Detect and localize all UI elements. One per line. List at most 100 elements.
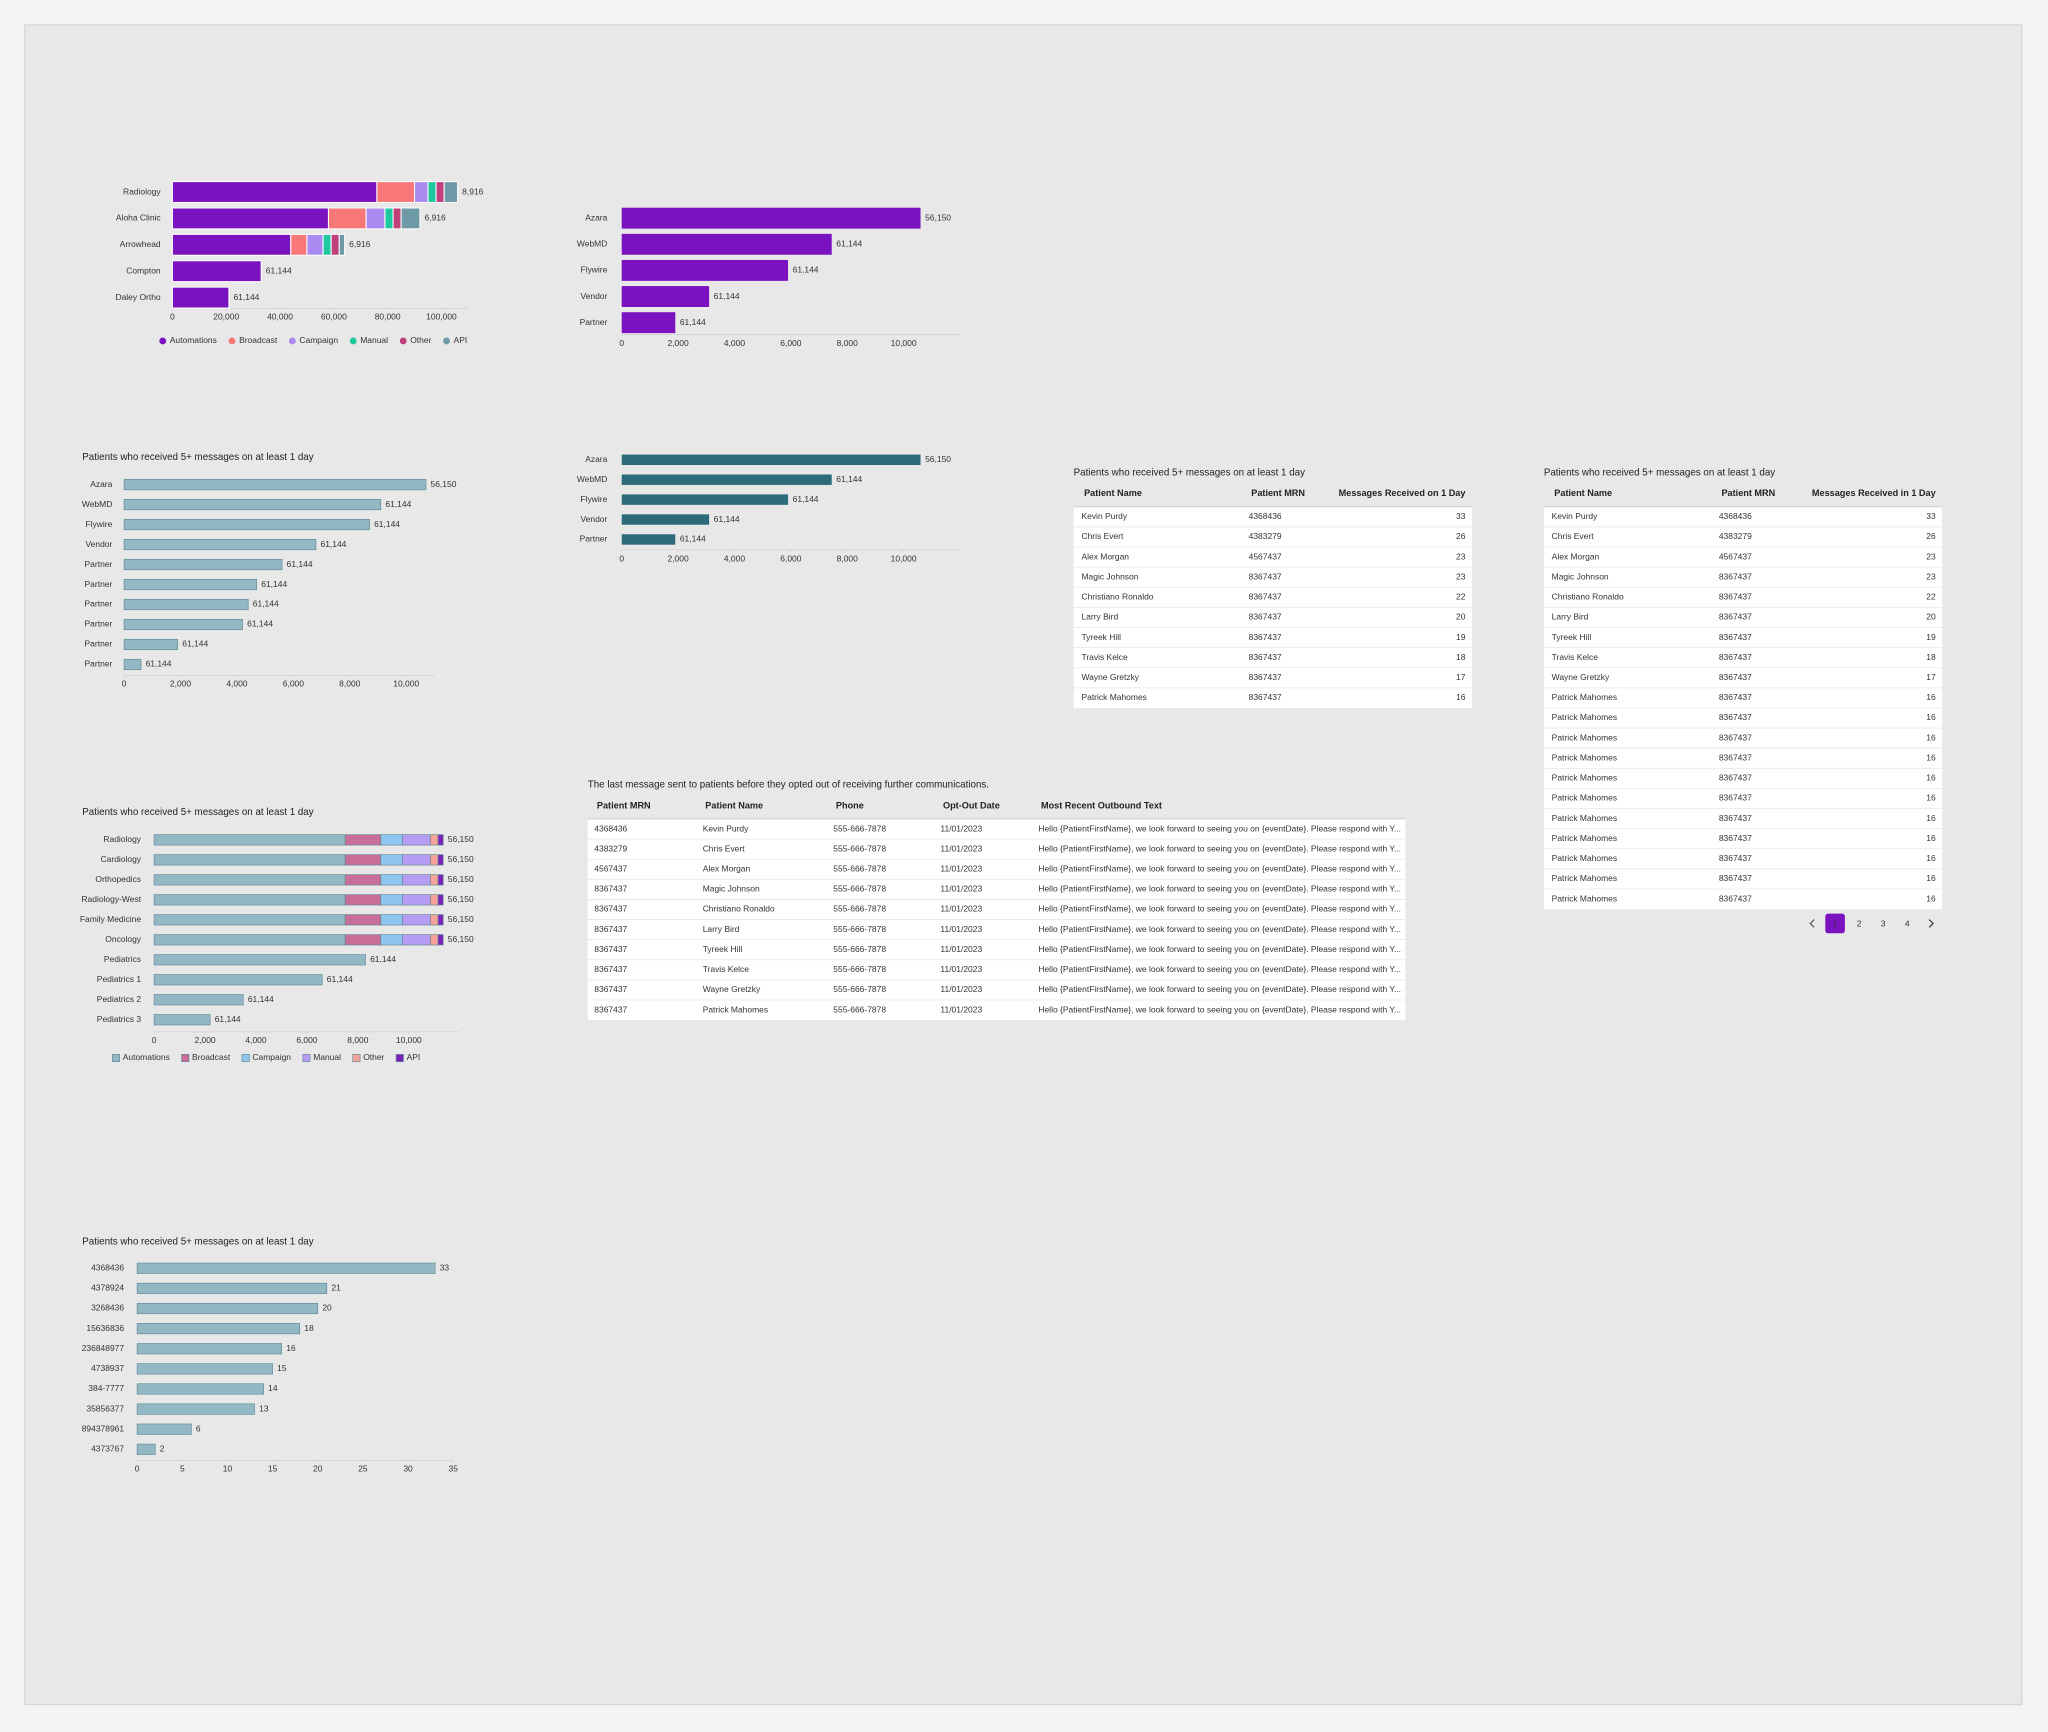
bar bbox=[427, 181, 437, 204]
link-cell[interactable]: Magic Johnson bbox=[1552, 571, 1609, 581]
table-cell: 11/01/2023 bbox=[940, 1004, 982, 1014]
link-cell[interactable]: 8367437 bbox=[594, 924, 627, 934]
link-cell[interactable]: Chris Evert bbox=[1552, 531, 1595, 541]
link-cell[interactable]: Magic Johnson bbox=[1081, 571, 1138, 581]
table-cell: 20 bbox=[1456, 612, 1466, 622]
link-cell[interactable]: Alex Morgan bbox=[1552, 551, 1600, 561]
next-page[interactable] bbox=[1928, 919, 1934, 928]
table-cell: Hello {PatientFirstName}, we look forwar… bbox=[1038, 884, 1401, 894]
link-cell[interactable]: Kevin Purdy bbox=[1552, 511, 1598, 521]
link-cell[interactable]: 8367437 bbox=[594, 884, 627, 894]
link-cell[interactable]: Tyreek Hill bbox=[1081, 632, 1121, 642]
link-cell[interactable]: 8367437 bbox=[594, 904, 627, 914]
bar-value-label: 56,150 bbox=[448, 894, 474, 904]
link-cell[interactable]: 8367437 bbox=[594, 1004, 627, 1014]
category-label: Radiology bbox=[103, 834, 141, 844]
table-cell: Hello {PatientFirstName}, we look forwar… bbox=[1038, 863, 1401, 873]
bar-value-label: 6 bbox=[196, 1423, 201, 1433]
link-cell[interactable]: Patrick Mahomes bbox=[1552, 692, 1617, 702]
link-cell[interactable]: Wayne Gretzky bbox=[703, 984, 761, 994]
link-cell[interactable]: Patrick Mahomes bbox=[1552, 873, 1617, 883]
bar-value-label: 15 bbox=[277, 1363, 287, 1373]
link-cell[interactable]: Tyreek Hill bbox=[1552, 632, 1592, 642]
table-title: Patients who received 5+ messages on at … bbox=[1544, 467, 1775, 478]
x-tick-label: 6,000 bbox=[296, 1035, 317, 1045]
bar bbox=[621, 312, 676, 334]
page-number[interactable]: 4 bbox=[1905, 918, 1910, 928]
column-header: Patient MRN bbox=[1251, 488, 1305, 498]
link-cell[interactable]: Patrick Mahomes bbox=[1552, 793, 1617, 803]
table-cell: 8367437 bbox=[1719, 732, 1752, 742]
link-cell[interactable]: Chris Evert bbox=[703, 843, 746, 853]
link-cell[interactable]: Patrick Mahomes bbox=[1552, 712, 1617, 722]
link-cell[interactable]: Alex Morgan bbox=[1081, 551, 1129, 561]
link-cell[interactable]: 4383279 bbox=[594, 843, 627, 853]
link-cell[interactable]: Travis Kelce bbox=[1081, 652, 1128, 662]
table-cell: Hello {PatientFirstName}, we look forwar… bbox=[1038, 964, 1401, 974]
link-cell[interactable]: Travis Kelce bbox=[703, 964, 750, 974]
category-label: Flywire bbox=[85, 519, 112, 529]
legend-marker bbox=[159, 337, 167, 345]
table-cell: 4383279 bbox=[1719, 531, 1752, 541]
bar bbox=[380, 834, 403, 846]
link-cell[interactable]: Patrick Mahomes bbox=[1552, 833, 1617, 843]
table-cell: 555-666-7878 bbox=[833, 924, 886, 934]
link-cell[interactable]: 4567437 bbox=[594, 863, 627, 873]
bar-value-label: 13 bbox=[259, 1403, 269, 1413]
link-cell[interactable]: Patrick Mahomes bbox=[1552, 893, 1617, 903]
column-header: Patient MRN bbox=[597, 800, 651, 810]
bar bbox=[437, 894, 444, 906]
prev-page[interactable] bbox=[1809, 919, 1815, 928]
link-cell[interactable]: Patrick Mahomes bbox=[1552, 813, 1617, 823]
bar bbox=[435, 181, 445, 204]
link-cell[interactable]: Christiano Ronaldo bbox=[703, 904, 775, 914]
table-cell: 8367437 bbox=[1719, 752, 1752, 762]
page-number[interactable]: 3 bbox=[1881, 918, 1886, 928]
table-cell: 18 bbox=[1926, 652, 1936, 662]
link-cell[interactable]: Patrick Mahomes bbox=[1552, 773, 1617, 783]
x-tick-label: 6,000 bbox=[780, 338, 801, 348]
page-number[interactable]: 2 bbox=[1857, 918, 1862, 928]
table-cell: 11/01/2023 bbox=[940, 884, 982, 894]
link-cell[interactable]: 8367437 bbox=[594, 984, 627, 994]
link-cell[interactable]: Larry Bird bbox=[1552, 612, 1589, 622]
page-number[interactable]: 1 bbox=[1833, 918, 1838, 928]
link-cell[interactable]: Christiano Ronaldo bbox=[1081, 592, 1153, 602]
category-label: 236848977 bbox=[82, 1343, 125, 1353]
bar bbox=[171, 260, 262, 283]
category-label: Azara bbox=[585, 212, 607, 222]
link-cell[interactable]: Patrick Mahomes bbox=[1552, 853, 1617, 863]
link-cell[interactable]: 8367437 bbox=[594, 944, 627, 954]
current-page bbox=[1825, 913, 1845, 934]
link-cell[interactable]: Kevin Purdy bbox=[703, 823, 749, 833]
x-tick-label: 10,000 bbox=[396, 1035, 422, 1045]
link-cell[interactable]: Patrick Mahomes bbox=[1552, 732, 1617, 742]
link-cell[interactable]: Tyreek Hill bbox=[703, 944, 743, 954]
bar bbox=[430, 874, 439, 886]
link-cell[interactable]: 4368436 bbox=[594, 823, 627, 833]
bar bbox=[402, 874, 431, 886]
category-label: Partner bbox=[580, 534, 608, 544]
link-cell[interactable]: Patrick Mahomes bbox=[703, 1004, 768, 1014]
link-cell[interactable]: Chris Evert bbox=[1081, 531, 1124, 541]
category-label: Compton bbox=[126, 265, 161, 275]
x-tick-label: 40,000 bbox=[267, 312, 293, 322]
link-cell[interactable]: Wayne Gretzky bbox=[1081, 672, 1139, 682]
link-cell[interactable]: Patrick Mahomes bbox=[1552, 752, 1617, 762]
x-tick-label: 8,000 bbox=[837, 553, 858, 563]
table-cell: 11/01/2023 bbox=[940, 924, 982, 934]
link-cell[interactable]: Larry Bird bbox=[703, 924, 740, 934]
table-cell: 26 bbox=[1456, 531, 1466, 541]
link-cell[interactable]: Christiano Ronaldo bbox=[1552, 592, 1624, 602]
table-cell: 16 bbox=[1926, 893, 1936, 903]
link-cell[interactable]: Travis Kelce bbox=[1552, 652, 1599, 662]
link-cell[interactable]: Alex Morgan bbox=[703, 863, 751, 873]
link-cell[interactable]: Kevin Purdy bbox=[1081, 511, 1127, 521]
link-cell[interactable]: Patrick Mahomes bbox=[1081, 692, 1146, 702]
link-cell[interactable]: Magic Johnson bbox=[703, 884, 760, 894]
category-label: Aloha Clinic bbox=[116, 213, 161, 223]
link-cell[interactable]: Larry Bird bbox=[1081, 612, 1118, 622]
link-cell[interactable]: Wayne Gretzky bbox=[1552, 672, 1610, 682]
link-cell[interactable]: 8367437 bbox=[594, 964, 627, 974]
